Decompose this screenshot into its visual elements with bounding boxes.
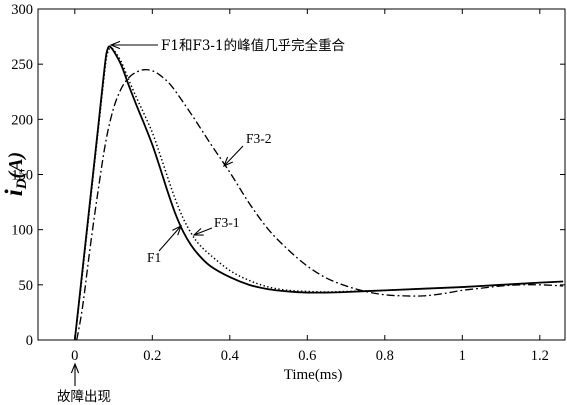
y-tick-label: 150: [11, 168, 33, 184]
x-tick-label: 1.2: [531, 348, 549, 364]
series-line-f3-2: [76, 68, 564, 340]
annotation-arrow-f3-1: [192, 227, 213, 236]
annotations: F1和F3-1的峰值几乎完全重合 F3-2 F3-1 F1 故障出现: [57, 37, 346, 405]
x-tick-label: 0.6: [298, 348, 316, 364]
annotation-fault-onset: 故障出现: [57, 389, 111, 405]
x-tick-label: 0.4: [221, 348, 240, 364]
y-tick-label: 0: [26, 333, 33, 349]
annotation-arrow-f1: [158, 224, 182, 252]
series-layer: [73, 45, 564, 340]
x-tick-label: 0: [71, 348, 78, 364]
x-tick-label: 0.8: [376, 348, 394, 364]
y-tick-label: 200: [11, 112, 33, 128]
series-label-f3-2: F3-2: [246, 131, 272, 146]
y-tick-label: 250: [11, 57, 33, 73]
x-tick-label: 1: [459, 348, 466, 364]
y-tick-label: 50: [19, 278, 34, 294]
series-line-f1: [73, 45, 564, 340]
tick-labels: 0 0.2 0.4 0.6 0.8 1 1.2 0 50 100 150 200 250 300: [11, 2, 549, 364]
series-line-f3-1: [74, 47, 564, 340]
x-tick-label: 0.2: [143, 348, 161, 364]
tick-marks: [38, 8, 565, 341]
y-axis-label-subscript: D: [14, 178, 30, 190]
annotation-peak-overlap: F1和F3-1的峰值几乎完全重合: [161, 37, 346, 54]
y-axis-label: iD(A): [1, 152, 30, 196]
series-label-f1: F1: [147, 250, 161, 265]
y-axis-label-unit: (A): [5, 152, 27, 179]
y-tick-label: 300: [11, 2, 33, 18]
x-axis-label: Time(ms): [284, 367, 343, 383]
annotation-arrow-f3-2: [222, 145, 244, 168]
series-label-f3-1: F3-1: [214, 215, 240, 230]
y-tick-label: 100: [11, 223, 33, 239]
y-axis-label-symbol: i: [1, 189, 28, 196]
